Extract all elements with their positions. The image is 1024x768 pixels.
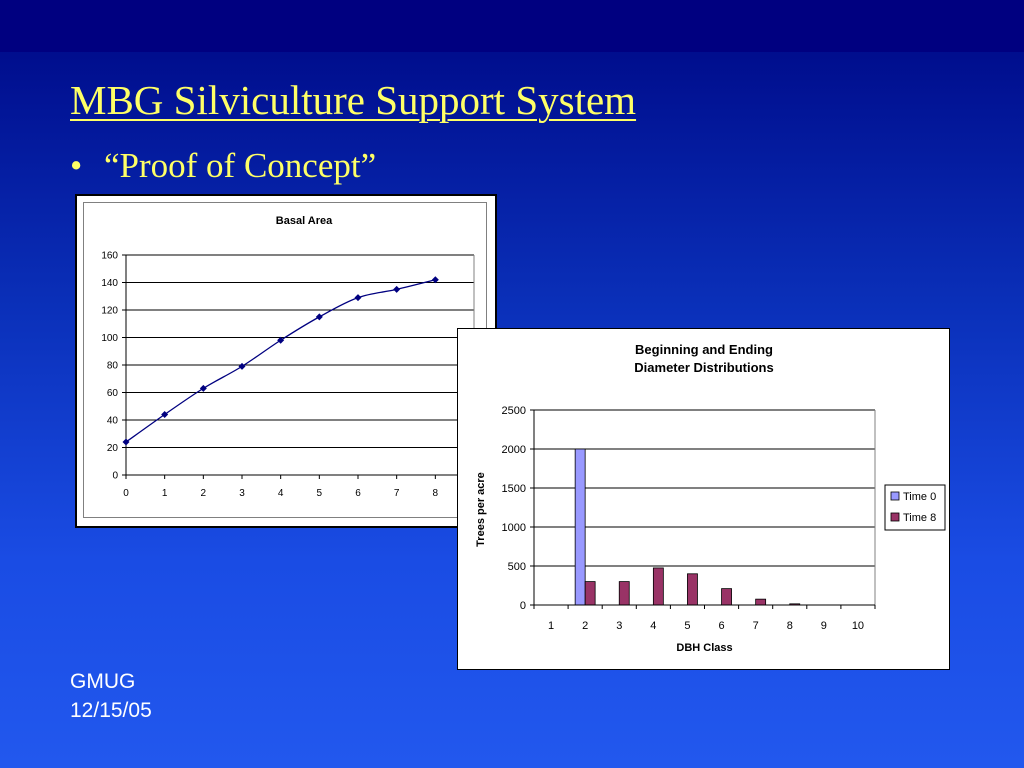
series-line [125,279,436,443]
x-tick-label: 8 [433,488,439,499]
bar-time-8 [584,581,596,606]
y-axis-ticks: 0 500 1000 1500 2000 2500 [502,405,534,612]
x-tick-label: 2 [582,620,588,632]
x-tick-label: 4 [278,488,284,499]
y-tick-label: 2500 [502,405,526,417]
diameter-distribution-chart-frame: Beginning and Ending Diameter Distributio… [457,328,950,670]
x-tick-label: 1 [548,620,554,632]
bullet-item: • “Proof of Concept” [70,146,376,186]
data-point-diamond [122,438,130,446]
y-gridlines [534,409,875,606]
x-tick-label: 1 [162,488,168,499]
y-tick-label: 500 [508,561,526,573]
bar-time-8 [721,588,732,606]
bars [574,448,801,606]
x-axis-title: DBH Class [676,642,732,654]
bar-time-0 [574,448,586,606]
x-tick-label: 7 [394,488,400,499]
bullet-text: “Proof of Concept” [104,146,377,185]
chart-title: Basal Area [276,215,333,227]
x-axis-ticks: 0 1 2 3 4 5 6 7 8 [123,475,439,499]
x-tick-label: 6 [355,488,361,499]
bar-time-8 [618,581,630,606]
y-tick-label: 0 [112,471,118,482]
legend-label: Time 8 [903,512,936,524]
x-tick-label: 5 [317,488,323,499]
data-point-diamond [277,336,285,344]
x-tick-label: 5 [684,620,690,632]
y-tick-label: 100 [101,333,118,344]
footer: GMUG 12/15/05 [70,667,152,725]
x-tick-label: 3 [239,488,245,499]
footer-organization: GMUG [70,670,136,693]
x-tick-label: 6 [718,620,724,632]
y-tick-label: 60 [107,388,119,399]
y-tick-label: 0 [520,600,526,612]
data-point-diamond [393,285,401,293]
data-point-diamond [238,362,246,370]
y-tick-label: 2000 [502,444,526,456]
bullet-dot-icon: • [70,146,83,185]
x-tick-label: 4 [650,620,656,632]
chart-title-line-1: Beginning and Ending [635,342,773,357]
bar-time-8 [755,598,767,606]
data-point-diamond [354,294,362,302]
basal-area-chart: Basal Area 0 20 40 60 80 100 120 140 160 0 1 2 3 4 5 6 7 8 [101,215,475,499]
slide-title: MBG Silviculture Support System [70,77,637,123]
basal-area-chart-frame: Basal Area 0 20 40 60 80 100 120 140 160 0 1 2 3 4 5 6 7 8 [75,194,497,528]
legend-swatch [890,491,900,501]
chart-title-line-2: Diameter Distributions [634,360,773,375]
y-tick-label: 40 [107,416,119,427]
y-tick-label: 160 [101,251,118,262]
top-band [0,0,1024,52]
x-axis-ticks: 1 2 3 4 5 6 7 8 9 10 [533,605,876,632]
data-points [122,276,439,446]
bar-time-8 [687,573,698,606]
legend: Time 0 Time 8 [884,484,946,531]
x-tick-label: 8 [787,620,793,632]
x-tick-label: 2 [201,488,207,499]
data-point-diamond [431,276,439,284]
y-axis-ticks: 0 20 40 60 80 100 120 140 160 [101,251,126,482]
data-point-diamond [315,313,323,321]
legend-label: Time 0 [903,491,936,503]
footer-date: 12/15/05 [70,699,152,722]
y-tick-label: 140 [101,278,118,289]
x-tick-label: 7 [753,620,759,632]
data-point-diamond [199,384,207,392]
y-tick-label: 80 [107,361,119,372]
diameter-distribution-chart: Beginning and Ending Diameter Distributio… [475,342,946,654]
x-tick-label: 9 [821,620,827,632]
y-axis-title: Trees per acre [475,472,487,547]
x-tick-label: 0 [123,488,129,499]
data-point-diamond [161,411,169,418]
bar-time-8 [652,567,664,606]
x-tick-label: 10 [852,620,864,632]
basal-area-chart-area: Basal Area 0 20 40 60 80 100 120 140 160 0 1 2 3 4 5 6 7 8 [83,202,487,518]
y-tick-label: 120 [101,306,118,317]
y-tick-label: 20 [107,443,119,454]
legend-swatch [890,512,900,522]
y-gridlines [126,254,474,476]
y-tick-label: 1000 [502,522,526,534]
x-tick-label: 3 [616,620,622,632]
y-tick-label: 1500 [502,483,526,495]
